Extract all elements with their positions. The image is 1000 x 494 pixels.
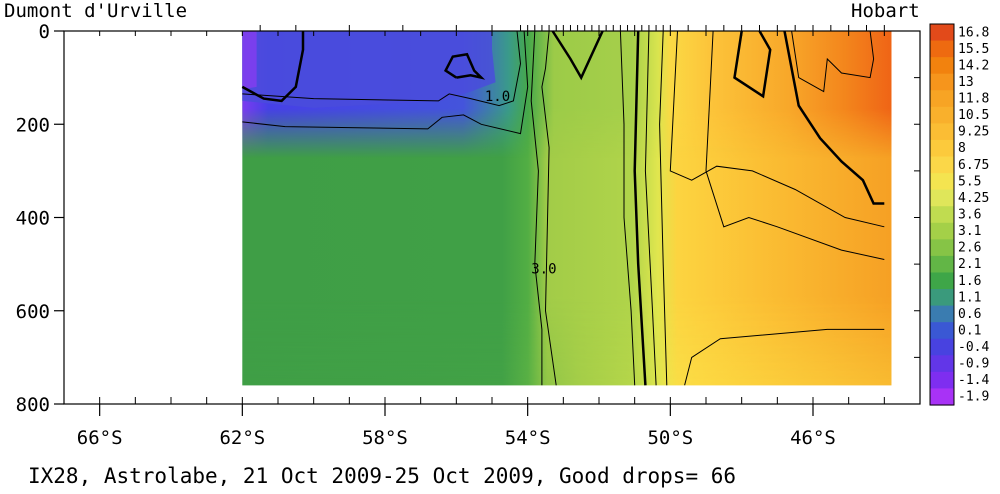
cold-water-patch — [242, 31, 496, 108]
contour-9 — [705, 30, 885, 260]
colorbar-label-11: 3.6 — [958, 208, 981, 223]
colorbar-label-10: 4.25 — [958, 191, 989, 206]
y-tick-label-0: 0 — [39, 21, 50, 43]
colorbar-swatch-12 — [930, 222, 954, 240]
x-tick-label-1: 62°S — [219, 427, 265, 449]
contour-3-0 — [530, 30, 543, 386]
colorbar-swatch-3 — [930, 73, 954, 91]
contour-thick-island — [443, 52, 486, 80]
y-tick-label-3: 600 — [16, 301, 50, 323]
x-axis: 66°S 62°S 58°S 54°S 50°S 46°S — [63, 31, 921, 449]
colorbar-swatch-7 — [930, 139, 954, 158]
colorbar-swatch-17 — [930, 305, 954, 323]
colorbar-swatch-15 — [930, 272, 954, 290]
colorbar-swatch-16 — [930, 289, 954, 307]
colorbar-swatch-14 — [930, 255, 954, 274]
drop-position-ticks — [259, 25, 885, 31]
contour-labels: 1.0 3.0 — [485, 89, 557, 278]
x-tick-label-3: 54°S — [505, 427, 551, 449]
contour-12 — [791, 30, 875, 93]
contour-1-0 — [242, 30, 522, 107]
colorbar-label-6: 9.25 — [958, 125, 989, 140]
temperature-field — [242, 31, 892, 386]
colorbar-swatch-18 — [930, 322, 954, 340]
contour-thick-front — [633, 30, 647, 386]
colorbar-label-15: 1.6 — [958, 274, 981, 289]
colorbar-label-21: -1.4 — [958, 373, 989, 388]
colorbar-swatch-5 — [930, 106, 954, 124]
colorbar-swatch-2 — [930, 57, 954, 75]
colorbar-label-8: 6.75 — [958, 158, 989, 173]
chart-title: IX28, Astrolabe, 21 Oct 2009-25 Oct 2009… — [28, 464, 736, 488]
colorbar-label-3: 13 — [958, 75, 974, 90]
colorbar-label-9: 5.5 — [958, 174, 981, 189]
y-tick-label-1: 200 — [16, 114, 50, 136]
colorbar-label-2: 14.2 — [958, 58, 989, 73]
colorbar-label-5: 10.5 — [958, 108, 989, 123]
y-tick-label-4: 800 — [16, 394, 50, 416]
contour-11 — [783, 30, 885, 205]
colorbar-swatch-20 — [930, 355, 954, 373]
contour-6 — [659, 30, 668, 386]
colorbar-swatch-0 — [930, 24, 954, 42]
contour-label-0: 1.0 — [485, 89, 510, 105]
colorbar-label-0: 16.8 — [958, 25, 989, 40]
contour-3-0b — [541, 30, 557, 386]
colorbar-swatch-11 — [930, 206, 954, 224]
colorbar-swatch-22 — [930, 388, 954, 406]
colorbar-label-4: 11.8 — [958, 92, 989, 107]
x-tick-label-2: 58°S — [362, 427, 408, 449]
colorbar-label-19: -0.4 — [958, 340, 989, 355]
colorbar-label-17: 0.6 — [958, 307, 981, 322]
x-tick-label-4: 50°S — [647, 427, 693, 449]
colorbar-label-14: 2.1 — [958, 257, 981, 272]
colorbar-swatch-21 — [930, 371, 954, 390]
colorbar-swatch-10 — [930, 189, 954, 207]
contour-lines — [241, 30, 885, 386]
colorbar-swatch-1 — [930, 40, 954, 58]
y-axis: 0 200 400 600 800 — [16, 21, 920, 416]
colorbar-label-18: 0.1 — [958, 324, 981, 339]
colorbar-swatch-13 — [930, 239, 954, 257]
contour-10 — [733, 30, 772, 99]
contour-8 — [684, 328, 885, 386]
colorbar-swatch-4 — [930, 90, 954, 108]
contour-5 — [644, 30, 657, 386]
coldest-water-patch — [242, 31, 257, 90]
colorbar-label-22: -1.9 — [958, 390, 989, 405]
contour-2-0 — [242, 30, 529, 135]
colorbar-label-13: 2.6 — [958, 241, 981, 256]
colorbar-label-1: 15.5 — [958, 42, 989, 57]
colorbar-label-7: 8 — [958, 141, 966, 156]
colorbar-label-16: 1.1 — [958, 290, 981, 305]
colorbar-frame — [929, 23, 955, 406]
colorbar-swatch-8 — [930, 156, 954, 174]
y-tick-label-2: 400 — [16, 208, 50, 230]
colorbar-swatch-9 — [930, 173, 954, 191]
left-location-label: Dumont d'Urville — [4, 0, 187, 22]
colorbar: 16.8 15.514.2 13 11.810.5 9.258 6.755.5 4.25 3.… — [929, 23, 989, 406]
right-location-label: Hobart — [851, 0, 920, 22]
contour-thick-warm — [551, 30, 604, 81]
colorbar-label-12: 3.1 — [958, 224, 981, 239]
contour-4 — [619, 30, 636, 386]
x-tick-label-5: 46°S — [790, 427, 836, 449]
colorbar-swatch-19 — [930, 338, 954, 356]
colorbar-label-20: -0.9 — [958, 357, 989, 372]
contour-8b — [669, 30, 885, 228]
colorbar-swatch-6 — [930, 123, 954, 141]
contour-thick-cold — [241, 31, 305, 103]
contour-label-1: 3.0 — [531, 261, 556, 277]
x-tick-label-0: 66°S — [77, 427, 123, 449]
